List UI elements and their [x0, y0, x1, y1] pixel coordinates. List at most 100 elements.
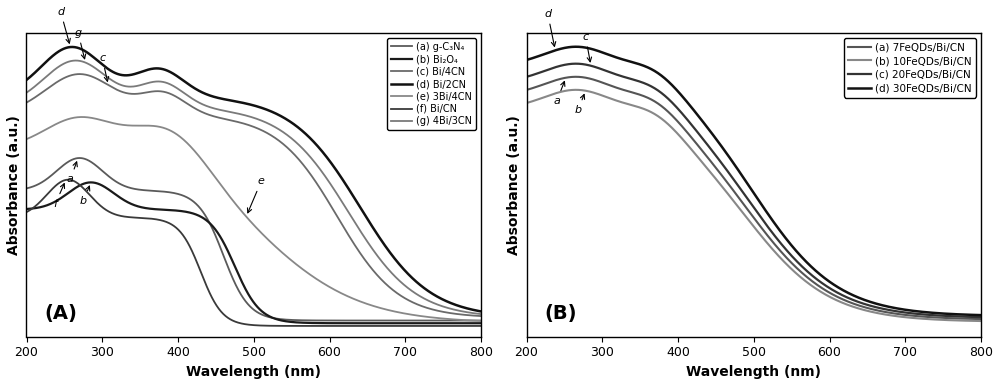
(d) Bi/2CN: [412, 281, 424, 286]
(d) Bi/2CN: [48, 52, 60, 57]
Text: a: a: [553, 81, 565, 106]
Legend: (a) g-C₃N₄, (b) Bi₂O₄, (c) Bi/4CN, (d) Bi/2CN, (e) 3Bi/4CN, (f) Bi/CN, (g) 4Bi/3: (a) g-C₃N₄, (b) Bi₂O₄, (c) Bi/4CN, (d) B…: [387, 38, 476, 130]
(c) Bi/4CN: [412, 303, 424, 307]
(e) 3Bi/4CN: [412, 313, 424, 318]
(a) g-C₃N₄: [297, 318, 309, 323]
(b) Bi₂O₄: [48, 200, 60, 204]
(b) Bi₂O₄: [412, 321, 424, 325]
(d) 30FeQDs/Bi/CN: [548, 48, 560, 53]
(a) 7FeQDs/Bi/CN: [548, 78, 560, 83]
(b) 10FeQDs/Bi/CN: [785, 266, 797, 271]
(c) 20FeQDs/Bi/CN: [797, 265, 809, 270]
Text: c: c: [583, 32, 592, 62]
(d) Bi/2CN: [366, 223, 378, 228]
Text: e: e: [247, 176, 265, 213]
(f) Bi/CN: [412, 323, 424, 328]
(c) Bi/4CN: [20, 100, 32, 105]
(b) Bi₂O₄: [475, 321, 487, 325]
(f) Bi/CN: [297, 323, 309, 328]
(c) 20FeQDs/Bi/CN: [520, 74, 532, 79]
(b) Bi₂O₄: [311, 321, 323, 325]
(a) 7FeQDs/Bi/CN: [785, 260, 797, 265]
Text: d: d: [544, 8, 556, 46]
(d) Bi/2CN: [311, 143, 323, 147]
(c) 20FeQDs/Bi/CN: [912, 312, 924, 316]
Line: (a) 7FeQDs/Bi/CN: (a) 7FeQDs/Bi/CN: [526, 77, 981, 319]
(e) 3Bi/4CN: [285, 258, 297, 262]
(f) Bi/CN: [48, 185, 60, 189]
(d) Bi/2CN: [20, 78, 32, 82]
(f) Bi/CN: [285, 323, 297, 328]
(b) Bi₂O₄: [366, 321, 378, 325]
(f) Bi/CN: [20, 210, 32, 214]
(d) Bi/2CN: [66, 45, 78, 49]
(g) 4Bi/3CN: [285, 136, 297, 141]
(f) Bi/CN: [366, 323, 378, 328]
(b) Bi₂O₄: [20, 207, 32, 211]
(e) 3Bi/4CN: [48, 123, 60, 127]
Line: (f) Bi/CN: (f) Bi/CN: [26, 179, 481, 326]
Text: a: a: [67, 162, 77, 185]
(e) 3Bi/4CN: [20, 137, 32, 141]
(c) Bi/4CN: [285, 149, 297, 154]
X-axis label: Wavelength (nm): Wavelength (nm): [186, 365, 321, 379]
Line: (d) Bi/2CN: (d) Bi/2CN: [26, 47, 481, 312]
Text: g: g: [74, 27, 86, 59]
(d) 30FeQDs/Bi/CN: [866, 300, 878, 305]
(a) g-C₃N₄: [20, 186, 32, 191]
(a) 7FeQDs/Bi/CN: [975, 317, 987, 322]
(c) 20FeQDs/Bi/CN: [570, 61, 582, 66]
(g) 4Bi/3CN: [20, 90, 32, 95]
(c) 20FeQDs/Bi/CN: [811, 277, 823, 281]
(b) 10FeQDs/Bi/CN: [570, 88, 582, 92]
(g) 4Bi/3CN: [70, 58, 82, 63]
(a) 7FeQDs/Bi/CN: [570, 74, 582, 79]
(g) 4Bi/3CN: [48, 68, 60, 72]
(c) 20FeQDs/Bi/CN: [548, 65, 560, 70]
(f) Bi/CN: [62, 177, 74, 182]
Text: f: f: [53, 184, 65, 209]
(f) Bi/CN: [311, 323, 323, 328]
(b) 10FeQDs/Bi/CN: [548, 91, 560, 96]
(a) g-C₃N₄: [73, 156, 85, 160]
Line: (e) 3Bi/4CN: (e) 3Bi/4CN: [26, 117, 481, 321]
(d) 30FeQDs/Bi/CN: [912, 309, 924, 314]
(c) Bi/4CN: [297, 162, 309, 167]
(c) Bi/4CN: [311, 181, 323, 186]
Line: (b) Bi₂O₄: (b) Bi₂O₄: [26, 183, 481, 323]
(b) 10FeQDs/Bi/CN: [797, 277, 809, 281]
Text: (B): (B): [545, 303, 577, 323]
(b) Bi₂O₄: [85, 180, 97, 185]
(a) 7FeQDs/Bi/CN: [912, 314, 924, 318]
(a) g-C₃N₄: [285, 318, 297, 322]
(c) Bi/4CN: [475, 314, 487, 318]
Line: (g) 4Bi/3CN: (g) 4Bi/3CN: [26, 61, 481, 314]
Text: d: d: [57, 7, 70, 43]
Line: (c) 20FeQDs/Bi/CN: (c) 20FeQDs/Bi/CN: [526, 64, 981, 317]
(d) 30FeQDs/Bi/CN: [975, 313, 987, 317]
(a) 7FeQDs/Bi/CN: [797, 271, 809, 276]
(a) g-C₃N₄: [311, 318, 323, 323]
(e) 3Bi/4CN: [297, 267, 309, 272]
(b) Bi₂O₄: [285, 320, 297, 324]
(d) 30FeQDs/Bi/CN: [570, 44, 582, 49]
X-axis label: Wavelength (nm): Wavelength (nm): [686, 365, 821, 379]
Line: (a) g-C₃N₄: (a) g-C₃N₄: [26, 158, 481, 320]
(a) g-C₃N₄: [366, 318, 378, 323]
(d) Bi/2CN: [297, 129, 309, 134]
(a) g-C₃N₄: [475, 318, 487, 323]
Line: (b) 10FeQDs/Bi/CN: (b) 10FeQDs/Bi/CN: [526, 90, 981, 321]
Y-axis label: Absorbance (a.u.): Absorbance (a.u.): [7, 115, 21, 255]
Line: (c) Bi/4CN: (c) Bi/4CN: [26, 74, 481, 316]
(d) Bi/2CN: [475, 309, 487, 314]
(g) 4Bi/3CN: [297, 147, 309, 151]
(a) 7FeQDs/Bi/CN: [520, 88, 532, 92]
(e) 3Bi/4CN: [76, 115, 88, 119]
(c) 20FeQDs/Bi/CN: [866, 304, 878, 308]
(d) Bi/2CN: [285, 120, 297, 125]
(c) Bi/4CN: [73, 72, 85, 76]
Text: b: b: [574, 95, 585, 115]
(b) Bi₂O₄: [297, 320, 309, 325]
(f) Bi/CN: [475, 323, 487, 328]
Text: (A): (A): [45, 303, 78, 323]
